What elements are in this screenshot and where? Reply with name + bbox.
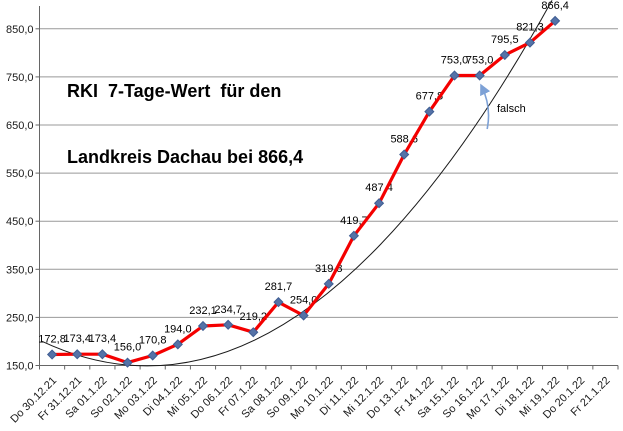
data-label: 170,8: [139, 334, 167, 346]
data-point-marker: [399, 149, 410, 160]
data-label: 866,4: [541, 0, 569, 12]
data-label: 821,3: [516, 22, 544, 34]
y-axis-label: 550,0: [6, 168, 34, 180]
data-point-marker: [550, 15, 561, 27]
y-axis-label: 750,0: [6, 72, 34, 84]
data-label: 795,5: [491, 34, 519, 46]
data-label: 173,4: [89, 333, 117, 345]
trendline: [41, 0, 553, 367]
data-label: 419,7: [340, 215, 368, 227]
data-label: 254,0: [290, 294, 318, 306]
data-point-marker: [424, 106, 435, 117]
data-label: 173,4: [63, 333, 91, 345]
y-axis-label: 650,0: [6, 120, 34, 132]
data-label: 234,7: [214, 304, 242, 316]
data-label: 753,0: [441, 54, 469, 66]
y-axis-label: 250,0: [6, 312, 34, 324]
data-point-marker: [273, 297, 284, 308]
data-point-marker: [223, 319, 234, 330]
y-axis-label: 850,0: [6, 24, 34, 36]
data-point-marker: [122, 357, 133, 368]
data-point-marker: [97, 349, 108, 360]
data-label: 219,2: [240, 311, 268, 323]
data-point-marker: [298, 310, 309, 321]
chart-title-line2: Landkreis Dachau bei 866,4: [67, 147, 304, 167]
y-axis-label: 350,0: [6, 264, 34, 276]
data-point-marker: [449, 70, 460, 81]
chart-title: RKI 7-Tage-Wert für den Landkreis Dachau…: [67, 36, 303, 212]
data-point-marker: [147, 350, 158, 361]
data-label: 281,7: [265, 281, 293, 293]
y-axis-label: 150,0: [6, 361, 34, 373]
data-point-marker: [474, 70, 485, 81]
data-point-marker: [348, 230, 360, 241]
data-label: 232,1: [189, 305, 217, 317]
data-label: 172,8: [38, 334, 66, 346]
data-label: 156,0: [114, 342, 142, 354]
annotation-label: falsch: [497, 103, 526, 115]
data-point-marker: [248, 327, 259, 338]
data-point-marker: [524, 37, 536, 48]
data-label: 753,0: [466, 54, 494, 66]
annotation-arrow: [480, 83, 491, 130]
data-point-marker: [72, 349, 83, 360]
data-point-marker: [499, 49, 510, 61]
data-point-marker: [373, 198, 385, 209]
data-point-marker: [323, 278, 334, 289]
data-point-marker: [46, 349, 58, 360]
y-axis-label: 450,0: [6, 216, 34, 228]
data-label: 194,0: [164, 323, 192, 335]
data-point-marker: [172, 339, 183, 350]
chart-title-line1: RKI 7-Tage-Wert für den: [67, 81, 282, 101]
data-point-marker: [197, 320, 209, 332]
